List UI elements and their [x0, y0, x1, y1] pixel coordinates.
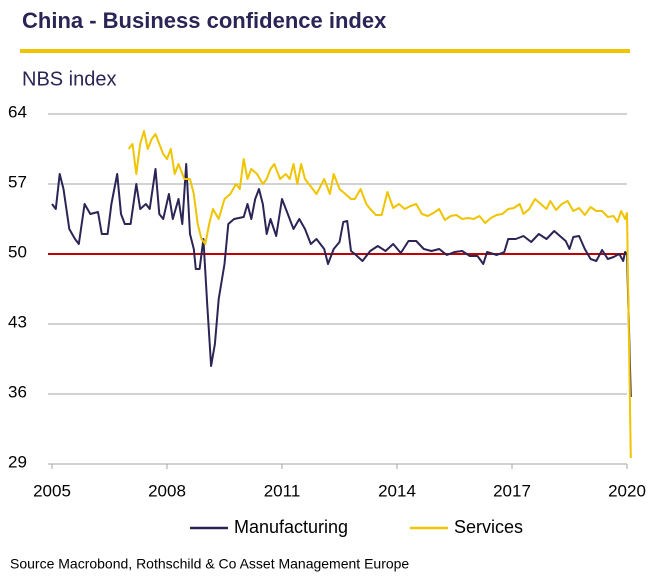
- y-tick-label: 43: [8, 312, 27, 331]
- x-tick-label: 2008: [148, 481, 186, 500]
- y-tick-label: 57: [8, 172, 27, 191]
- x-tick-label: 2020: [608, 481, 646, 500]
- x-tick-label: 2017: [493, 481, 531, 500]
- chart-title: China - Business confidence index: [22, 8, 387, 33]
- legend-label: Manufacturing: [234, 517, 348, 537]
- y-tick-label: 64: [8, 102, 27, 121]
- y-tick-label: 29: [8, 452, 27, 471]
- x-tick-label: 2005: [33, 481, 71, 500]
- series-line: [127, 130, 632, 459]
- series-line: [51, 163, 632, 398]
- legend-label: Services: [454, 517, 523, 537]
- y-tick-label: 36: [8, 382, 27, 401]
- chart-subtitle: NBS index: [22, 68, 117, 90]
- y-tick-label: 50: [8, 242, 27, 261]
- source-note: Source Macrobond, Rothschild & Co Asset …: [10, 556, 409, 572]
- x-tick-label: 2014: [378, 481, 416, 500]
- x-tick-label: 2011: [264, 481, 301, 500]
